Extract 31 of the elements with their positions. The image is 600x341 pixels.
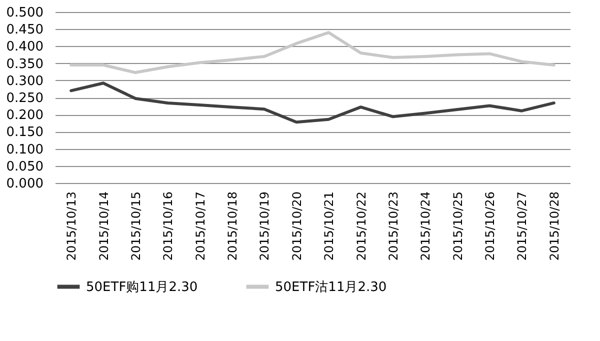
y-tick-label: 0.150 bbox=[6, 125, 44, 140]
x-tick-label: 2015/10/20 bbox=[290, 192, 304, 261]
y-tick-label: 0.350 bbox=[6, 56, 44, 72]
y-tick-label: 0.450 bbox=[6, 22, 44, 38]
line-series bbox=[70, 31, 556, 74]
line-series bbox=[70, 82, 556, 124]
y-tick-label: 0.300 bbox=[6, 74, 44, 89]
x-tick-label: 2015/10/15 bbox=[128, 192, 143, 261]
x-tick-label: 2015/10/18 bbox=[226, 192, 240, 261]
x-tick-label: 2015/10/27 bbox=[515, 192, 530, 261]
x-tick-label: 2015/10/17 bbox=[193, 192, 208, 261]
y-tick-label: 0.500 bbox=[6, 6, 44, 20]
y-tick-label: 0.100 bbox=[6, 142, 44, 158]
legend-label: 50ETF购11月2.30 bbox=[86, 280, 198, 295]
legend-label: 50ETF沽11月2.30 bbox=[275, 280, 387, 295]
y-tick-label: 0.200 bbox=[6, 108, 44, 124]
x-tick-label: 2015/10/19 bbox=[258, 192, 272, 261]
y-tick-label: 0.050 bbox=[6, 159, 44, 174]
y-tick-label: 0.400 bbox=[6, 40, 44, 55]
x-tick-label: 2015/10/16 bbox=[161, 192, 176, 261]
x-tick-label: 2015/10/21 bbox=[322, 192, 336, 261]
y-tick-label: 0.250 bbox=[6, 91, 44, 106]
y-tick-label: 0.000 bbox=[6, 176, 44, 192]
x-tick-label: 2015/10/25 bbox=[450, 192, 465, 261]
x-tick-label: 2015/10/22 bbox=[354, 192, 368, 261]
x-tick-label: 2015/10/26 bbox=[483, 192, 498, 261]
x-tick-label: 2015/10/24 bbox=[418, 192, 433, 261]
x-tick-label: 2015/10/23 bbox=[386, 192, 400, 261]
x-tick-label: 2015/10/14 bbox=[96, 192, 111, 261]
x-tick-label: 2015/10/13 bbox=[64, 192, 79, 261]
x-tick-label: 2015/10/28 bbox=[547, 192, 562, 261]
